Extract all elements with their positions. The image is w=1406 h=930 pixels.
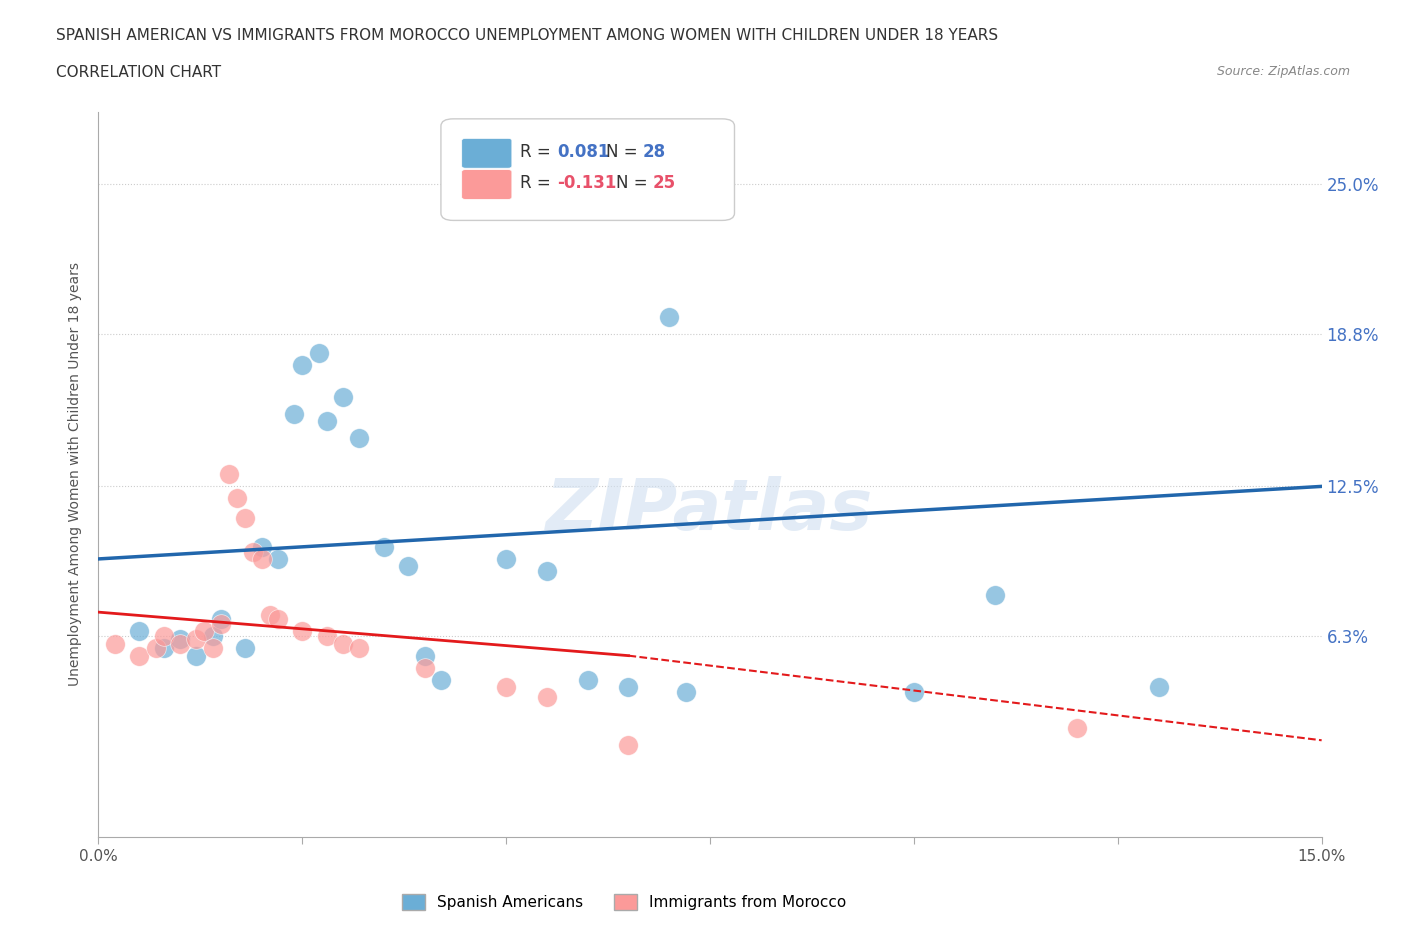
Text: R =: R = [520,175,551,193]
FancyBboxPatch shape [461,139,512,168]
Y-axis label: Unemployment Among Women with Children Under 18 years: Unemployment Among Women with Children U… [69,262,83,686]
Point [536,564,558,578]
Point [201,629,224,644]
Point [283,406,305,421]
Text: ZIPatlas: ZIPatlas [547,476,873,545]
Point [186,631,208,646]
Point [984,588,1007,603]
Text: N =: N = [616,175,648,193]
Point [536,689,558,704]
Point [617,680,640,695]
Legend: Spanish Americans, Immigrants from Morocco: Spanish Americans, Immigrants from Moroc… [396,888,852,916]
Point [209,612,232,627]
Point [250,539,273,554]
Point [226,491,249,506]
Point [267,551,290,566]
Point [332,390,354,405]
Point [413,648,436,663]
Text: 0.081: 0.081 [557,143,610,161]
Point [315,414,337,429]
Point [152,641,174,656]
Point [152,629,174,644]
Point [658,310,681,325]
Point [233,641,256,656]
Point [308,346,330,361]
Point [169,636,191,651]
Text: CORRELATION CHART: CORRELATION CHART [56,65,221,80]
FancyBboxPatch shape [461,169,512,199]
Point [104,636,127,651]
Text: SPANISH AMERICAN VS IMMIGRANTS FROM MOROCCO UNEMPLOYMENT AMONG WOMEN WITH CHILDR: SPANISH AMERICAN VS IMMIGRANTS FROM MORO… [56,28,998,43]
Point [495,680,517,695]
Point [291,624,314,639]
Point [315,629,337,644]
Point [169,631,191,646]
Text: Source: ZipAtlas.com: Source: ZipAtlas.com [1216,65,1350,78]
Point [250,551,273,566]
Point [128,648,150,663]
Point [1066,721,1088,736]
Point [291,358,314,373]
Point [430,672,453,687]
Point [259,607,281,622]
Point [209,617,232,631]
Text: 28: 28 [643,143,666,161]
Point [186,648,208,663]
Point [675,684,697,699]
Point [349,431,371,445]
Point [413,660,436,675]
Point [193,624,215,639]
Text: N =: N = [606,143,638,161]
Point [373,539,395,554]
Point [218,467,240,482]
Point [495,551,517,566]
Point [903,684,925,699]
Point [128,624,150,639]
Point [267,612,290,627]
FancyBboxPatch shape [441,119,734,220]
Point [576,672,599,687]
Point [145,641,167,656]
Point [201,641,224,656]
Point [1147,680,1170,695]
Text: R =: R = [520,143,551,161]
Point [242,544,264,559]
Point [396,559,419,574]
Point [233,511,256,525]
Text: 25: 25 [652,175,676,193]
Point [332,636,354,651]
Text: -0.131: -0.131 [557,175,616,193]
Point [617,737,640,752]
Point [349,641,371,656]
